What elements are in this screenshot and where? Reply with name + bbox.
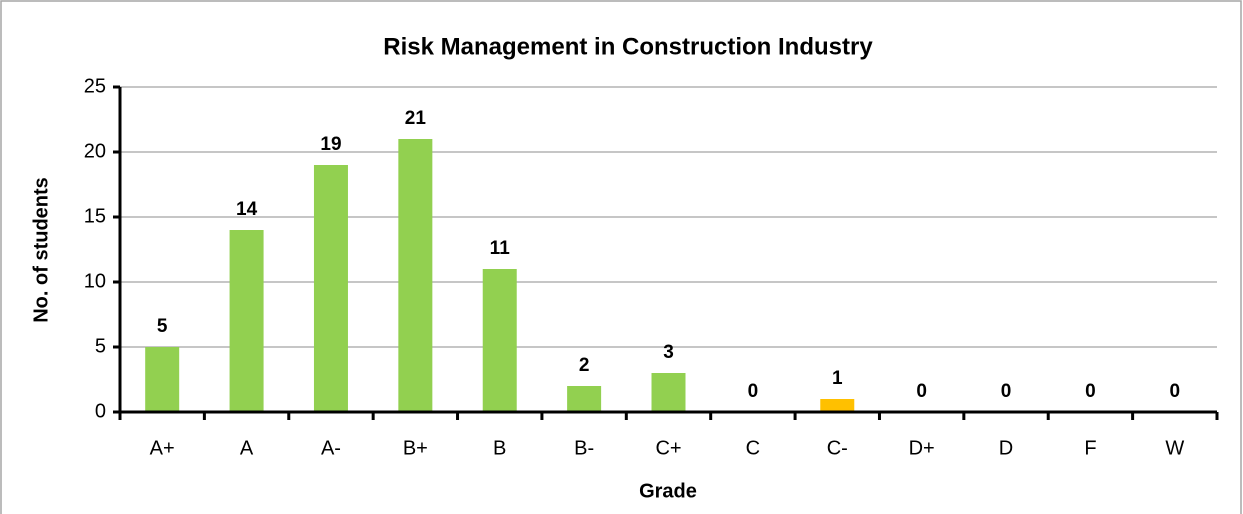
y-tick-label: 20 — [84, 140, 106, 162]
bar — [313, 165, 348, 412]
data-label: 0 — [748, 381, 759, 402]
data-label: 11 — [490, 238, 511, 259]
bar — [651, 373, 686, 412]
y-tick-label: 15 — [84, 205, 106, 227]
y-tick-label: 10 — [84, 270, 106, 292]
x-tick-label: B — [493, 437, 506, 459]
data-label: 0 — [1085, 381, 1096, 402]
x-tick-label: A+ — [150, 437, 175, 459]
x-tick-label: F — [1084, 437, 1096, 459]
bar — [145, 347, 180, 412]
bar — [820, 399, 855, 412]
data-label: 3 — [663, 342, 674, 363]
x-tick-label: D — [999, 437, 1013, 459]
bar — [482, 269, 517, 412]
data-label: 21 — [405, 108, 427, 129]
data-label: 1 — [832, 368, 843, 389]
y-tick-label: 0 — [95, 400, 106, 422]
bar — [229, 230, 264, 412]
x-tick-label: A- — [321, 437, 341, 459]
y-axis-label: No. of students — [30, 177, 52, 323]
data-label: 5 — [157, 316, 168, 337]
x-tick-label: D+ — [909, 437, 935, 459]
bar — [398, 139, 433, 412]
x-axis-label: Grade — [639, 480, 697, 502]
data-label: 0 — [1001, 381, 1012, 402]
y-tick-label: 25 — [84, 75, 106, 97]
data-label: 0 — [1170, 381, 1181, 402]
data-label: 0 — [916, 381, 927, 402]
y-tick-label: 5 — [95, 335, 106, 357]
chart-title: Risk Management in Construction Industry — [383, 33, 873, 60]
x-tick-label: C — [746, 437, 760, 459]
x-tick-label: A — [240, 437, 254, 459]
bar — [567, 386, 602, 412]
x-tick-label: B- — [574, 437, 594, 459]
x-tick-label: B+ — [403, 437, 428, 459]
x-tick-label: C+ — [655, 437, 681, 459]
x-tick-label: W — [1165, 437, 1184, 459]
data-label: 2 — [579, 355, 590, 376]
data-label: 14 — [236, 199, 258, 220]
x-tick-label: C- — [827, 437, 848, 459]
data-label: 19 — [320, 134, 341, 155]
